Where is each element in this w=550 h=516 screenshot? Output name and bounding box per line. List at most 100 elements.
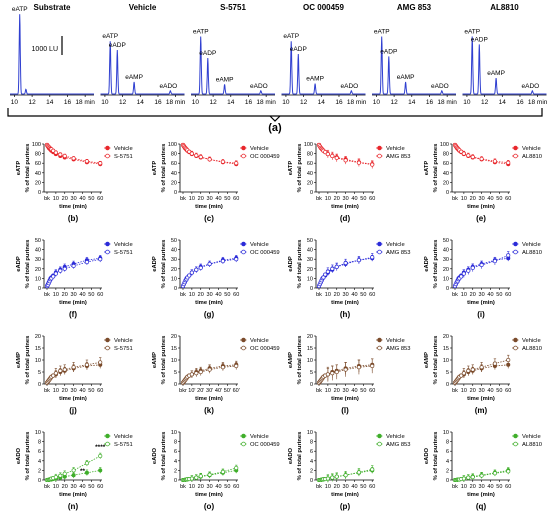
- legend-marker: [513, 337, 518, 343]
- x-tick-label: 30: [71, 196, 77, 202]
- x-tick-label: 40: [79, 388, 85, 394]
- chromatogram-tick-label: 10: [11, 99, 19, 106]
- y-tick-label: 10: [443, 276, 449, 282]
- legend-label: S-5751: [114, 346, 133, 352]
- x-tick-label: 10: [461, 196, 467, 202]
- y-tick-label: 10: [35, 276, 41, 282]
- data-point: [470, 265, 475, 270]
- peak-label: eAMP: [487, 70, 505, 77]
- y-tick-label: 0: [446, 382, 449, 388]
- panel-label: (d): [340, 214, 351, 223]
- panel-label: (f): [69, 310, 77, 319]
- y-tick-label: 0: [174, 382, 177, 388]
- y-tick-label: 10: [171, 358, 177, 364]
- data-point: [234, 257, 239, 262]
- chromatogram-trace: [191, 36, 275, 95]
- data-point: [71, 156, 76, 161]
- panel-label: (e): [476, 214, 486, 223]
- y-axis-label: % of total purines: [433, 336, 439, 385]
- x-tick-label: 20: [470, 484, 476, 490]
- chromatogram-tick-label: 16: [426, 99, 434, 106]
- legend-label: AMG 853: [386, 442, 411, 448]
- y-tick-label: 50: [307, 238, 313, 244]
- y-axis-label: % of total purines: [161, 336, 167, 385]
- chromatogram-tick-label: 12: [481, 99, 489, 106]
- data-point: [98, 468, 103, 473]
- chromatogram-tick-label: 12: [390, 99, 398, 106]
- y-axis-metric-label: eAMP: [424, 352, 430, 368]
- legend-marker: [377, 345, 382, 351]
- x-tick-label: 20: [198, 484, 204, 490]
- series-vehicle: [180, 142, 239, 167]
- series-treatment: [316, 465, 375, 483]
- y-tick-label: 20: [35, 180, 41, 186]
- x-tick-label: 60: [233, 484, 239, 490]
- panel-label: (q): [476, 502, 487, 511]
- y-tick-label: 0: [38, 478, 41, 484]
- legend-marker: [377, 153, 382, 159]
- data-point: [220, 469, 225, 474]
- x-tick-label: 20: [62, 292, 68, 298]
- y-axis-label: % of total purines: [161, 240, 167, 289]
- data-point: [356, 258, 361, 263]
- y-tick-label: 6: [174, 449, 177, 455]
- x-tick-label: 30: [71, 484, 77, 490]
- peak-label: eADO: [431, 83, 449, 90]
- panel-label: (i): [477, 310, 485, 319]
- chromatogram-tick-label: 18 min: [347, 99, 367, 106]
- legend-label: S-5751: [114, 250, 133, 256]
- x-tick-label: 60: [505, 292, 511, 298]
- y-tick-label: 30: [35, 257, 41, 263]
- x-tick-label: bk: [452, 196, 458, 202]
- x-tick-label: 50: [360, 388, 366, 394]
- legend-marker: [241, 433, 246, 439]
- x-tick-label: 50: [224, 484, 230, 490]
- x-tick-label: 10: [189, 292, 195, 298]
- x-tick-label: 10: [53, 388, 59, 394]
- legend-label: Vehicle: [250, 434, 269, 440]
- y-tick-label: 0: [310, 190, 313, 196]
- data-point: [234, 161, 239, 166]
- chromatogram-tick-label: 18 min: [166, 99, 186, 106]
- y-axis-metric-label: eAMP: [152, 352, 158, 368]
- data-point: [506, 160, 511, 165]
- panel-label: (l): [341, 406, 349, 415]
- data-point: [62, 367, 67, 372]
- x-tick-label: bk: [316, 388, 322, 394]
- y-tick-label: 10: [443, 358, 449, 364]
- x-tick-label: 40: [487, 196, 493, 202]
- x-tick-label: 40': [215, 388, 222, 394]
- x-tick-label: 10: [325, 388, 331, 394]
- y-tick-label: 40: [35, 248, 41, 254]
- data-point: [461, 476, 466, 481]
- y-tick-label: 80: [171, 152, 177, 158]
- data-point: [330, 153, 335, 159]
- x-tick-label: 30: [343, 484, 349, 490]
- legend-marker: [377, 241, 382, 247]
- chromatogram-tick-label: 16: [335, 99, 343, 106]
- legend-label: Vehicle: [250, 242, 269, 248]
- y-tick-label: 80: [35, 152, 41, 158]
- x-tick-label: 20: [198, 196, 204, 202]
- peak-label: eATP: [374, 28, 390, 35]
- x-tick-label: 60: [97, 388, 103, 394]
- chromatogram-tick-label: 14: [318, 99, 326, 106]
- data-point: [198, 265, 203, 270]
- panel-k: 0 5 10 15 20 bkr 10' 20' 30' 40' 50' 60' time (min)%…: [152, 334, 280, 415]
- y-tick-label: 50: [443, 238, 449, 244]
- y-tick-label: 0: [174, 286, 177, 292]
- data-point: [51, 274, 56, 279]
- legend-label: Vehicle: [522, 242, 541, 248]
- data-point: [98, 453, 103, 459]
- data-point: [492, 159, 497, 164]
- y-tick-label: 20: [307, 180, 313, 186]
- y-tick-label: 20: [443, 180, 449, 186]
- y-axis-metric-label: eAMP: [16, 352, 22, 368]
- x-tick-label: 40: [351, 196, 357, 202]
- peak-label: eADO: [522, 83, 540, 90]
- data-point: [53, 371, 58, 376]
- legend-label: Vehicle: [522, 146, 541, 152]
